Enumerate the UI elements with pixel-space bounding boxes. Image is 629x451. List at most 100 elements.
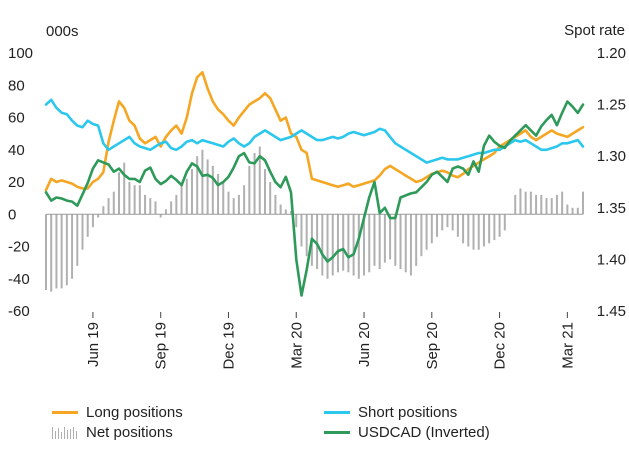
net-position-bar: [389, 214, 392, 260]
net-position-bar: [462, 214, 465, 244]
net-position-bar: [180, 185, 183, 215]
net-position-bar: [571, 207, 574, 215]
net-position-bar: [211, 165, 214, 215]
net-position-bar: [576, 207, 579, 215]
net-position-bar: [394, 214, 397, 266]
net-position-bar: [243, 185, 246, 215]
net-position-bar: [561, 191, 564, 215]
net-position-bar: [123, 162, 126, 215]
x-tick-label: Sep 19: [153, 322, 170, 370]
net-position-bar: [342, 214, 345, 271]
legend-net-label: Net positions: [86, 424, 173, 441]
net-position-bar: [545, 198, 548, 215]
net-position-bar: [456, 214, 459, 237]
net-position-bar: [154, 201, 157, 215]
net-position-bar: [107, 198, 110, 215]
net-position-bar: [430, 214, 433, 244]
net-position-bar: [347, 214, 350, 273]
net-position-bar: [446, 214, 449, 228]
net-position-bar: [201, 149, 204, 215]
net-position-bar: [363, 214, 366, 276]
net-position-bar: [232, 198, 235, 215]
net-position-bar: [550, 198, 553, 215]
net-position-bar: [529, 191, 532, 215]
cot-positions-chart: 000s Spot rate 100 80 60 40 20 0 -20 -40 -60 1.2…: [8, 22, 626, 370]
left-axis-title: 000s: [46, 23, 79, 40]
net-position-bar: [378, 214, 381, 270]
net-position-bar: [138, 185, 141, 215]
x-tick-label: Dec 19: [220, 322, 237, 370]
net-position-bar: [467, 214, 470, 247]
net-position-bar: [102, 206, 105, 215]
x-tick-label: Mar 20: [288, 322, 305, 369]
net-position-bar: [482, 214, 485, 247]
net-position-bar: [331, 214, 334, 276]
net-position-bar: [248, 165, 251, 215]
x-tick-label: Jun 19: [85, 322, 102, 367]
net-position-bar: [503, 214, 506, 231]
net-position-bar: [91, 214, 94, 228]
short-swatch: [324, 411, 350, 414]
x-tick-label: Dec 20: [492, 322, 509, 370]
net-position-bar: [295, 214, 298, 228]
net-position-bar: [336, 214, 339, 273]
net-position-bar: [222, 182, 225, 215]
net-position-bar: [258, 146, 261, 215]
net-position-bar: [300, 214, 303, 247]
left-tick-label: 0: [8, 206, 16, 223]
net-position-bar: [420, 214, 423, 257]
net-position-bar: [472, 214, 475, 250]
left-tick-label: -40: [8, 271, 30, 288]
legend-short-label: Short positions: [358, 404, 458, 421]
net-position-bar: [128, 182, 131, 215]
net-position-bar: [352, 214, 355, 276]
net-position-bar: [555, 194, 558, 215]
left-tick-label: -20: [8, 239, 30, 256]
net-position-bar: [190, 169, 193, 215]
net-position-bar: [196, 156, 199, 215]
net-position-bar: [582, 191, 584, 215]
net-position-bar: [383, 214, 386, 263]
net-position-bar: [321, 214, 324, 276]
net-position-bar: [415, 214, 418, 266]
net-position-bar: [159, 214, 162, 218]
net-position-bar: [326, 214, 329, 279]
net-position-bar: [290, 211, 293, 215]
net-position-bar: [253, 152, 256, 215]
net-position-bar: [488, 214, 491, 244]
net-position-bar: [55, 214, 58, 289]
legend-long: Long positions: [52, 404, 183, 421]
left-tick-label: -60: [8, 303, 30, 320]
net-position-bar: [60, 214, 63, 289]
net-position-bar: [50, 214, 53, 292]
net-position-bar: [425, 214, 428, 250]
net-position-bar: [65, 214, 68, 286]
net-position-bar: [274, 194, 277, 215]
usdcad-swatch: [324, 431, 350, 434]
left-tick-label: 100: [8, 45, 33, 62]
usdcad-inverted-line: [44, 100, 585, 297]
long-swatch: [52, 411, 78, 414]
net-position-bar: [71, 214, 74, 279]
net-position-bar: [477, 214, 480, 250]
net-position-bar: [498, 214, 501, 237]
legend-usdcad-label: USDCAD (Inverted): [358, 424, 490, 441]
net-position-bar: [451, 214, 454, 231]
x-tick-label: Mar 21: [559, 322, 576, 369]
net-position-bar: [524, 191, 527, 215]
x-tick-label: Jun 20: [356, 322, 373, 367]
net-position-bar: [535, 194, 538, 215]
net-position-bar: [263, 169, 266, 215]
net-position-bar: [404, 214, 407, 273]
net-position-bar: [117, 172, 120, 215]
net-position-bar: [514, 194, 517, 215]
net-position-bar: [279, 204, 282, 215]
net-position-bar: [316, 214, 319, 270]
net-position-bar: [76, 214, 79, 266]
net-position-bar: [399, 214, 402, 270]
legend-usdcad: USDCAD (Inverted): [324, 424, 490, 441]
net-position-bar: [217, 173, 220, 215]
net-position-bar: [45, 214, 47, 291]
net-position-bar: [284, 209, 287, 215]
net-swatch: [52, 426, 78, 439]
